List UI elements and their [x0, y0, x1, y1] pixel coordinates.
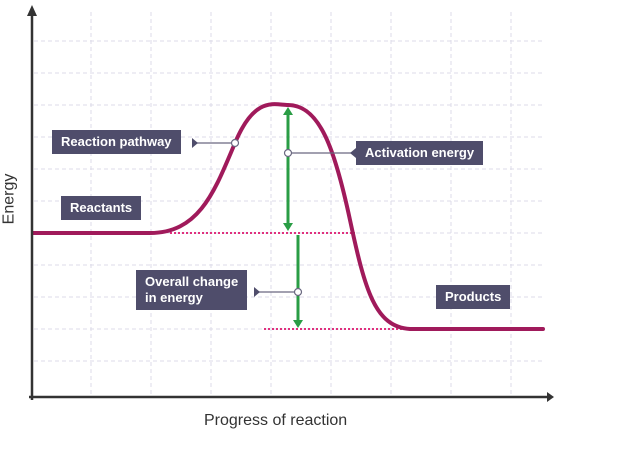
pointer-overall-change [254, 287, 260, 297]
label-products: Products [436, 285, 511, 309]
activation-energy-arrow-head-up [283, 107, 293, 115]
dot-overall-change [293, 287, 303, 297]
axes [27, 5, 554, 402]
y-axis-title: Energy [0, 173, 18, 225]
label-activation-energy: Activation energy [356, 141, 484, 165]
y-axis-arrowhead [27, 5, 37, 16]
label-reaction-pathway: Reaction pathway [52, 130, 181, 154]
reaction-curve [31, 102, 545, 331]
label-connectors [192, 138, 356, 297]
energy-arrows [283, 107, 303, 328]
dot-activation-energy [283, 148, 293, 158]
level-lines [170, 232, 405, 330]
pointer-activation-energy [350, 148, 356, 158]
activation-energy-arrow-head-down [283, 223, 293, 231]
x-axis-arrowhead [547, 392, 554, 402]
pointer-reaction-pathway [192, 138, 198, 148]
label-reactants: Reactants [61, 196, 142, 220]
dot-reaction-pathway [230, 138, 240, 148]
label-overall-change: Overall change in energy [136, 270, 248, 310]
overall-change-arrow-head [293, 320, 303, 328]
x-axis-title: Progress of reaction [204, 412, 348, 429]
